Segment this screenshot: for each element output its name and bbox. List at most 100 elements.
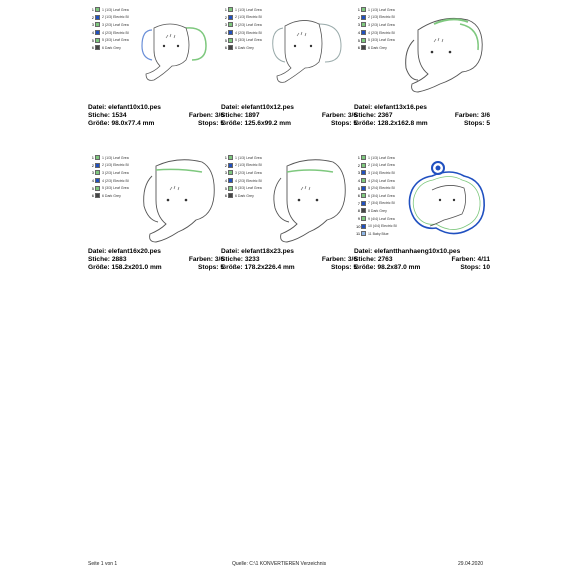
color-swatch bbox=[361, 14, 366, 20]
legend-label: 11 Baby Blue bbox=[368, 231, 389, 236]
legend-label: 4 (2/3) Electric Bl bbox=[102, 30, 129, 35]
design-info-6: Datei: elefantthanhaeng10x10.pes Stiche:… bbox=[354, 248, 490, 272]
legend-label: 6 Dark Grey bbox=[102, 193, 121, 198]
legend-row: 3 3 (2/3) Leaf Grea bbox=[90, 21, 129, 29]
legend-number: 4 bbox=[357, 30, 360, 36]
legend-label: 5 (3/3) Leaf Grea bbox=[102, 186, 129, 191]
legend-number: 9 bbox=[357, 216, 360, 222]
legend-number: 1 bbox=[357, 7, 360, 13]
color-swatch bbox=[361, 45, 366, 51]
legend-label: 4 (2/3) Electric Bl bbox=[235, 30, 262, 35]
legend-label: 6 Dark Grey bbox=[368, 45, 387, 50]
elephant-embroidery-image bbox=[143, 159, 215, 243]
color-swatch bbox=[361, 200, 366, 206]
color-count: Farben: 4/11 bbox=[451, 256, 490, 263]
legend-label: 1 (1/3) Leaf Grea bbox=[368, 7, 395, 12]
legend-number: 5 bbox=[91, 37, 94, 43]
stitch-count: Stiche: 3233 bbox=[221, 256, 260, 263]
legend-label: 5 (3/3) Leaf Grea bbox=[235, 38, 262, 43]
legend-label: 5 (3/3) Leaf Grea bbox=[368, 38, 395, 43]
legend-number: 2 bbox=[224, 162, 227, 168]
legend-label: 4 (2/3) Electric Bl bbox=[235, 178, 262, 183]
legend-label: 1 (1/3) Leaf Grea bbox=[102, 7, 129, 12]
legend-label: 5 (3/3) Leaf Grea bbox=[102, 38, 129, 43]
legend-label: 7 (3/4) Electric Bl bbox=[368, 201, 395, 206]
legend-number: 2 bbox=[91, 14, 94, 20]
legend-number: 7 bbox=[357, 200, 360, 206]
legend-label: 2 (1/3) Electric Bl bbox=[102, 15, 129, 20]
legend-row: 2 2 (1/3) Electric Bl bbox=[223, 14, 262, 22]
legend-label: 4 (2/3) Electric Bl bbox=[102, 178, 129, 183]
legend-number: 5 bbox=[224, 185, 227, 191]
file-name: Datei: elefant16x20.pes bbox=[88, 248, 161, 255]
legend-number: 6 bbox=[357, 193, 360, 199]
legend-row: 5 5 (3/3) Leaf Grea bbox=[356, 36, 395, 44]
legend-row: 4 4 (2/3) Electric Bl bbox=[223, 177, 262, 185]
legend-row: 3 3 (2/3) Leaf Grea bbox=[356, 21, 395, 29]
stop-count: Stops: 5 bbox=[197, 120, 224, 127]
legend-number: 5 bbox=[357, 37, 360, 43]
design-thumbnail: 1 1 (1/3) Leaf Grea 2 2 (1/4) Leaf Grea 3 3 (… bbox=[354, 152, 490, 246]
legend-label: 3 (1/4) Electric Bl bbox=[368, 170, 395, 175]
legend-label: 2 (1/4) Leaf Grea bbox=[368, 163, 395, 168]
color-swatch bbox=[95, 170, 100, 176]
legend-label: 6 Dark Grey bbox=[235, 45, 254, 50]
legend-row: 5 5 (3/3) Leaf Grea bbox=[90, 36, 129, 44]
legend-number: 3 bbox=[357, 170, 360, 176]
color-swatch bbox=[361, 7, 366, 13]
legend-label: 6 (3/4) Leaf Grea bbox=[368, 193, 395, 198]
design-size: Größe: 98.0x77.4 mm bbox=[88, 120, 155, 127]
design-size: Größe: 178.2x226.4 mm bbox=[221, 264, 295, 271]
legend-number: 3 bbox=[357, 22, 360, 28]
stitch-count: Stiche: 2763 bbox=[354, 256, 393, 263]
legend-row: 1 1 (1/3) Leaf Grea bbox=[90, 154, 129, 162]
color-swatch bbox=[228, 37, 233, 43]
legend-label: 3 (2/3) Leaf Grea bbox=[235, 170, 262, 175]
color-count: Farben: 3/6 bbox=[454, 112, 490, 119]
color-count: Farben: 3/6 bbox=[321, 112, 357, 119]
legend-number: 6 bbox=[91, 45, 94, 51]
legend-label: 6 Dark Grey bbox=[102, 45, 121, 50]
legend-number: 3 bbox=[91, 22, 94, 28]
legend-number: 2 bbox=[224, 14, 227, 20]
design-info-2: Datei: elefant10x12.pes Stiche: 1897 Farb… bbox=[221, 104, 357, 128]
footer-page-number: Seite 1 von 1 bbox=[88, 561, 118, 567]
color-swatch bbox=[95, 37, 100, 43]
color-swatch bbox=[361, 223, 366, 229]
color-swatch bbox=[361, 231, 366, 237]
file-name: Datei: elefantthanhaeng10x10.pes bbox=[354, 248, 461, 255]
legend-row: 4 4 (2/3) Electric Bl bbox=[90, 177, 129, 185]
legend-row: 5 5 (3/3) Leaf Grea bbox=[223, 36, 262, 44]
color-swatch bbox=[95, 22, 100, 28]
color-swatch bbox=[228, 30, 233, 36]
design-card-6: 1 1 (1/3) Leaf Grea 2 2 (1/4) Leaf Grea 3 3 (… bbox=[354, 152, 490, 252]
legend-label: 3 (2/3) Leaf Grea bbox=[102, 170, 129, 175]
color-swatch bbox=[361, 22, 366, 28]
legend-label: 1 (1/3) Leaf Grea bbox=[235, 155, 262, 160]
legend-row: 5 5 (2/4) Electric Bl bbox=[356, 184, 397, 192]
legend-number: 1 bbox=[91, 155, 94, 161]
legend-row: 6 6 Dark Grey bbox=[90, 44, 129, 52]
legend-number: 4 bbox=[357, 178, 360, 184]
footer-source-path: Quelle: C:\1 KONVERTIEREN Verzeichnis bbox=[232, 561, 327, 567]
legend-label: 2 (1/3) Electric Bl bbox=[235, 15, 262, 20]
legend-row: 6 6 Dark Grey bbox=[90, 192, 129, 200]
color-swatch bbox=[228, 45, 233, 51]
stop-count: Stops: 10 bbox=[460, 264, 490, 271]
legend-number: 3 bbox=[91, 170, 94, 176]
color-swatch bbox=[228, 155, 233, 161]
elephant-embroidery-image bbox=[272, 20, 342, 83]
color-swatch bbox=[228, 185, 233, 191]
color-swatch bbox=[361, 216, 366, 222]
legend-row: 5 5 (3/3) Leaf Grea bbox=[223, 184, 262, 192]
legend-label: 2 (1/3) Electric Bl bbox=[102, 163, 129, 168]
stitch-count: Stiche: 2883 bbox=[88, 256, 127, 263]
stop-count: Stops: 5 bbox=[197, 264, 224, 271]
legend-row: 4 4 (2/3) Electric Bl bbox=[90, 29, 129, 37]
color-swatch bbox=[361, 185, 366, 191]
elephant-embroidery-image bbox=[405, 17, 483, 93]
legend-number: 4 bbox=[91, 178, 94, 184]
